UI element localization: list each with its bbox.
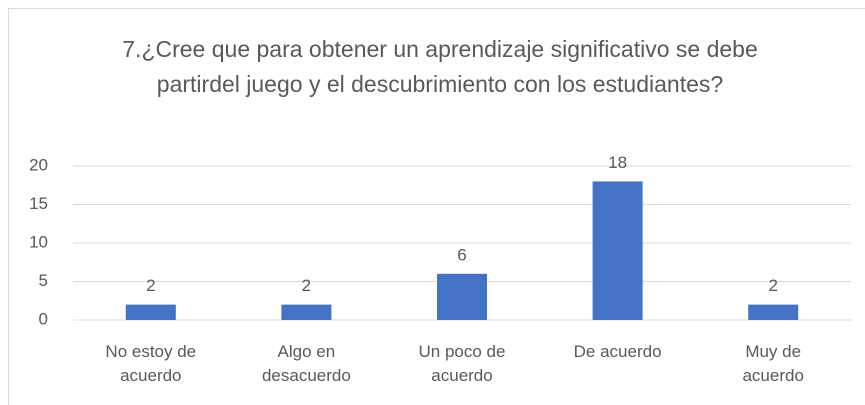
bar bbox=[592, 181, 643, 320]
x-tick-label: De acuerdo bbox=[573, 342, 662, 361]
bar bbox=[281, 304, 332, 320]
data-label: 2 bbox=[768, 276, 777, 295]
bar bbox=[125, 304, 176, 320]
y-tick-label: 0 bbox=[39, 309, 48, 328]
chart-title: 7.¿Cree que para obtener un aprendizaje … bbox=[122, 36, 758, 97]
data-label: 6 bbox=[457, 245, 466, 264]
x-tick-label: No estoy de acuerdo bbox=[105, 342, 197, 385]
x-tick-label: Muy de acuerdo bbox=[742, 342, 804, 385]
x-tick-label: Un poco de acuerdo bbox=[418, 342, 506, 385]
data-label: 18 bbox=[608, 153, 627, 172]
y-tick-label: 20 bbox=[29, 155, 48, 174]
y-tick-label: 10 bbox=[29, 232, 48, 251]
chart-frame bbox=[8, 8, 865, 405]
bar bbox=[437, 273, 487, 320]
x-tick-label: Algo en desacuerdo bbox=[261, 342, 351, 385]
y-tick-label: 5 bbox=[39, 271, 48, 290]
bar bbox=[748, 304, 799, 320]
data-label: 2 bbox=[302, 276, 311, 295]
y-tick-label: 15 bbox=[29, 194, 48, 213]
data-label: 2 bbox=[146, 276, 155, 295]
